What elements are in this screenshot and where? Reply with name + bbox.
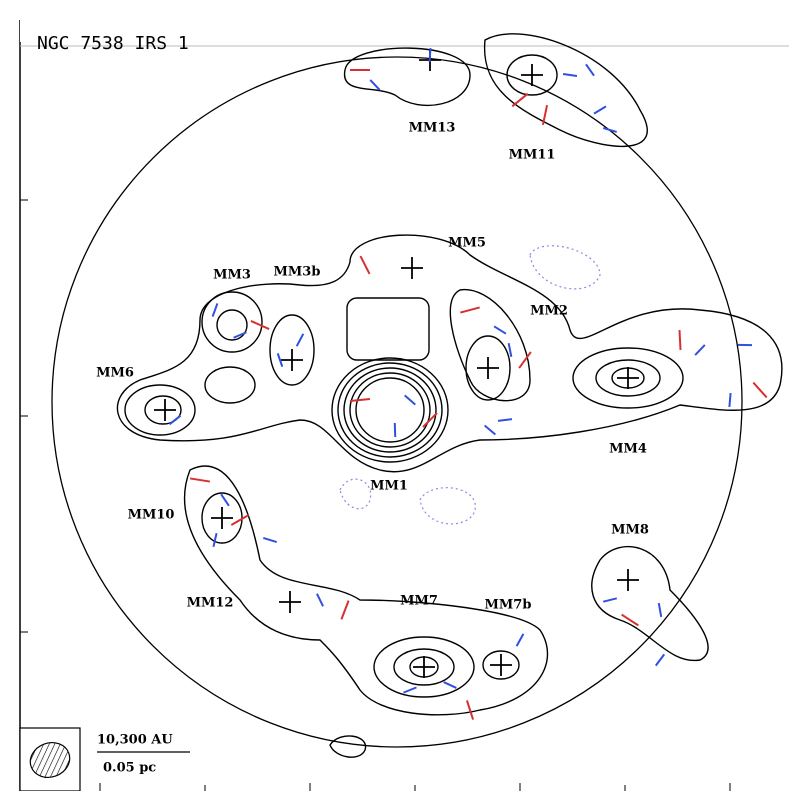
source-label: MM8 [611, 523, 649, 538]
polarization-vector [483, 424, 497, 436]
source-label: MM3b [274, 265, 321, 280]
polarization-vector [220, 493, 230, 507]
polarization-vector [250, 320, 270, 330]
source-label: MM11 [509, 148, 556, 163]
polarization-vector [465, 700, 475, 720]
polarization-vector [359, 255, 371, 275]
polarization-vector [602, 127, 618, 133]
polarization-vector [233, 331, 247, 339]
source-cross [211, 507, 233, 529]
source-label: MM6 [96, 366, 134, 381]
polarization-vector [518, 351, 532, 369]
polarization-vector [678, 329, 682, 351]
polarization-vector [593, 105, 607, 115]
source-cross [221, 314, 243, 336]
source-markers [154, 47, 768, 720]
source-cross [617, 569, 639, 591]
polarization-vector [497, 418, 513, 422]
polarization-vector [657, 602, 663, 618]
frame [19, 20, 789, 791]
scale-pc: 0.05 pc [103, 761, 156, 776]
map-title: NGC 7538 IRS 1 [37, 33, 189, 54]
source-cross [477, 357, 499, 379]
primary-beam [51, 56, 743, 748]
polarization-vector [230, 514, 250, 526]
polarization-vector [515, 633, 525, 647]
source-label: MM12 [187, 596, 234, 611]
source-label: MM2 [530, 304, 568, 319]
source-label: MM5 [448, 236, 486, 251]
source-cross [154, 399, 176, 421]
source-cross [521, 64, 543, 86]
polarization-vector [728, 392, 732, 408]
source-cross [279, 591, 301, 613]
polarization-vector [263, 536, 277, 544]
source-label: MM7 [400, 594, 438, 609]
polarization-vector [422, 412, 438, 428]
polarization-vector [654, 653, 666, 667]
polarization-vector [507, 342, 513, 358]
polarization-vector [168, 414, 182, 426]
polarization-vector [349, 397, 371, 403]
contours [116, 33, 783, 758]
source-label: MM3 [213, 268, 251, 283]
source-cross [281, 349, 303, 371]
polarization-vector [211, 303, 219, 317]
scale-au: 10,300 AU [97, 733, 173, 748]
polarization-vector [585, 63, 595, 77]
beam-box [19, 727, 81, 791]
polarization-vector [562, 73, 578, 77]
polarization-vector [428, 47, 432, 63]
polarization-vector [276, 353, 284, 367]
source-label: MM13 [409, 121, 456, 136]
polarization-vector [295, 333, 305, 347]
source-label: MM7b [485, 598, 532, 613]
polarization-vector [212, 532, 218, 548]
polarization-vector [460, 306, 480, 314]
source-cross [379, 394, 401, 416]
polarization-vector [189, 477, 211, 483]
polarization-vector [404, 394, 416, 406]
source-labels: MM13 MM11 MM5 MM3 MM3b MM2 MM6 MM1 MM4 MM10 MM8 MM1… [96, 121, 649, 613]
polarization-vector [316, 593, 324, 607]
source-cross [413, 656, 435, 678]
polarization-vector [694, 344, 706, 356]
source-label: MM1 [370, 479, 408, 494]
polarization-vector [621, 613, 639, 627]
polarization-vector [340, 600, 350, 620]
source-label: MM10 [128, 508, 175, 523]
polarization-vector [511, 92, 529, 108]
source-label: MM4 [609, 442, 647, 457]
source-cross [490, 654, 512, 676]
polarization-vector [403, 686, 417, 694]
source-cross [401, 257, 423, 279]
title-box [20, 6, 235, 42]
polarization-vector [369, 79, 381, 91]
polarization-vector [493, 325, 507, 335]
polarization-vector [752, 381, 768, 399]
polarization-vector [602, 597, 618, 603]
polarization-vector [541, 105, 549, 125]
source-cross [617, 367, 639, 389]
polarization-vector [443, 681, 457, 689]
